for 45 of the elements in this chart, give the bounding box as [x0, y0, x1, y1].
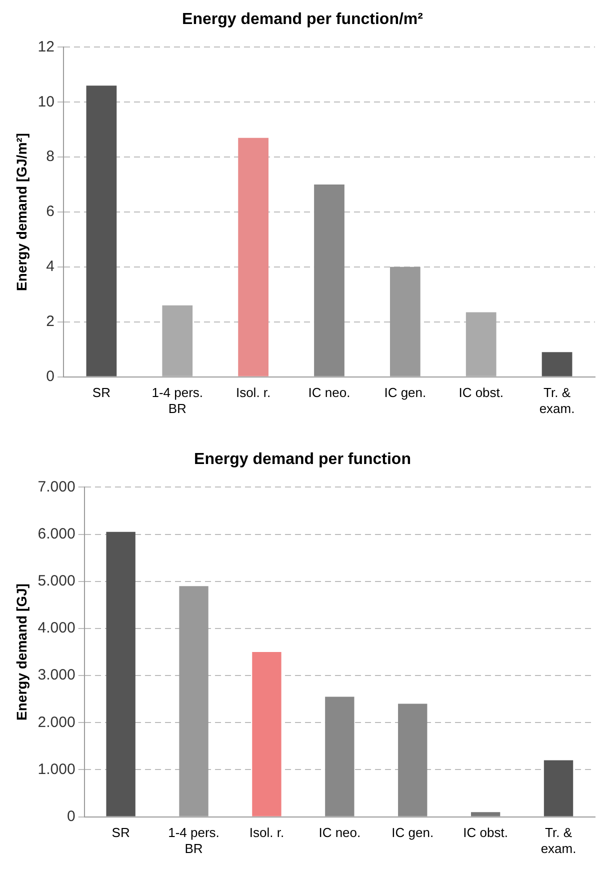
- x-tick-label: 1-4 pers. BR: [152, 385, 204, 416]
- y-axis-title: Energy demand [GJ]: [13, 584, 30, 720]
- x-tick-label: Tr. & exam.: [539, 385, 575, 416]
- chart-title: Energy demand per function: [194, 451, 411, 468]
- bar: [466, 312, 496, 376]
- y-tick-label: 7.000: [38, 478, 76, 496]
- bar: [544, 760, 574, 816]
- x-tick-label: Isol. r.: [236, 385, 271, 400]
- y-tick-label: 10: [38, 93, 54, 110]
- bar: [542, 352, 572, 376]
- x-tick-label: IC gen.: [384, 385, 426, 400]
- x-tick-label: SR: [92, 385, 110, 400]
- bar: [470, 812, 500, 816]
- y-tick-label: 0: [46, 368, 54, 385]
- bar: [252, 652, 282, 816]
- x-tick-label: IC neo.: [308, 385, 350, 400]
- y-tick-label: 4: [46, 258, 54, 276]
- bar: [106, 532, 136, 816]
- y-axis-title: Energy demand [GJ/m²]: [13, 133, 30, 291]
- y-tick-label: 12: [38, 38, 54, 56]
- x-tick-label: SR: [112, 825, 130, 840]
- y-tick-label: 2: [46, 313, 54, 330]
- bar: [238, 138, 268, 376]
- x-tick-label: IC gen.: [392, 825, 434, 840]
- y-tick-label: 3.000: [38, 666, 76, 684]
- y-tick-label: 5.000: [38, 572, 76, 590]
- y-tick-label: 6: [46, 203, 54, 220]
- y-tick-label: 8: [46, 148, 54, 166]
- bar: [398, 704, 428, 816]
- bar: [162, 305, 193, 376]
- x-tick-label: Tr. & exam.: [540, 825, 576, 856]
- x-tick-label: IC obst.: [463, 825, 508, 840]
- y-tick-label: 0: [66, 808, 76, 825]
- y-tick-label: 4.000: [38, 620, 76, 637]
- bar: [325, 696, 354, 816]
- y-tick-label: 2.000: [38, 714, 76, 731]
- bar: [314, 184, 344, 376]
- x-tick-label: 1-4 pers. BR: [168, 825, 220, 856]
- bar: [86, 86, 117, 376]
- x-tick-label: IC obst.: [458, 385, 504, 400]
- chart-title: Energy demand per function/m²: [182, 11, 423, 28]
- y-tick-label: 6.000: [38, 525, 76, 542]
- x-tick-label: IC neo.: [318, 825, 361, 840]
- y-tick-label: 1.000: [38, 760, 76, 778]
- x-tick-label: Isol. r.: [249, 825, 284, 840]
